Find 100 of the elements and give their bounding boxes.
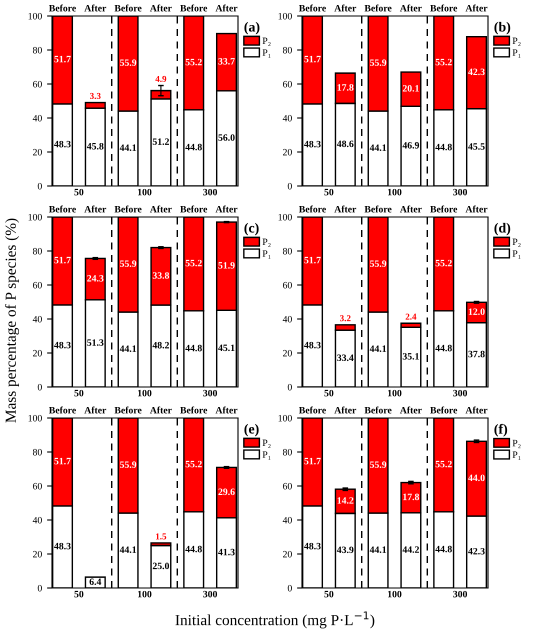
data-label: 55.2 <box>436 460 452 468</box>
data-label: 14.2 <box>338 497 354 504</box>
x-tick-label: After <box>84 4 106 12</box>
y-tick-label: 100 <box>278 214 292 220</box>
x-tick-label: After <box>84 406 106 414</box>
data-label: 25.0 <box>152 562 170 570</box>
data-label: 3.3 <box>90 92 101 100</box>
y-tick-label: 40 <box>32 316 42 322</box>
legend-label: P₁ <box>512 250 520 259</box>
chart-title: (a) <box>244 22 260 34</box>
text: 50 <box>324 390 334 396</box>
text: 50 <box>324 590 334 598</box>
x-tick-label: After <box>466 206 488 212</box>
x-tick-label: After <box>216 4 238 12</box>
text: 100 <box>138 188 152 196</box>
data-label: 51.7 <box>54 458 71 464</box>
data-label: 2.4 <box>406 314 416 320</box>
y-tick-label: 20 <box>32 148 42 156</box>
x-tick-label: Before <box>430 206 458 212</box>
data-label: 37.8 <box>468 350 485 358</box>
data-label: 51.7 <box>304 458 321 464</box>
chart-title: (c) <box>244 222 259 236</box>
x-tick-label: Before <box>114 406 142 414</box>
text: 100 <box>138 590 152 598</box>
x-tick-label: After <box>334 206 356 212</box>
x-tick-label: Before <box>364 406 392 414</box>
y-tick-label: 100 <box>278 414 292 422</box>
data-label: 33.7 <box>218 58 235 65</box>
x-tick-label: Before <box>298 4 326 12</box>
data-label: 55.9 <box>120 59 136 66</box>
data-label: 48.3 <box>304 542 321 550</box>
x-tick-label: Before <box>114 4 142 12</box>
text: 300 <box>453 188 468 196</box>
x-tick-label: After <box>216 406 238 414</box>
data-label: 55.9 <box>370 59 386 66</box>
x-tick-label: Before <box>430 4 458 12</box>
x-tick-label: Before <box>180 406 208 414</box>
y-tick-label: 40 <box>282 516 292 524</box>
chart-title: (e) <box>244 424 259 436</box>
y-tick-label: 40 <box>32 114 42 122</box>
text: 50 <box>324 188 334 196</box>
data-label: 55.9 <box>370 461 386 468</box>
legend-label: P₁ <box>262 250 270 259</box>
data-label: 55.2 <box>436 58 452 66</box>
y-tick-label: 20 <box>282 350 292 356</box>
y-tick-label: 80 <box>282 448 292 456</box>
y-tick-label: 0 <box>38 584 42 592</box>
data-label: 55.2 <box>186 58 202 66</box>
y-tick-label: 60 <box>32 482 42 490</box>
x-tick-label: After <box>334 406 356 414</box>
x-tick-label: After <box>216 206 238 212</box>
x-tick-label: After <box>466 406 488 414</box>
data-label: 44.8 <box>435 546 452 552</box>
data-label: 44.1 <box>120 546 136 553</box>
y-tick-label: 60 <box>282 282 292 288</box>
y-tick-label: 80 <box>282 46 292 54</box>
data-label: 44.8 <box>435 144 452 150</box>
x-tick-label: Before <box>298 406 326 414</box>
text: 300 <box>203 590 218 598</box>
y-tick-label: 100 <box>28 414 42 422</box>
x-tick-label: After <box>400 206 422 212</box>
data-label: 29.6 <box>218 488 235 496</box>
chart-title: (d) <box>494 222 510 236</box>
y-tick-label: 40 <box>32 516 42 524</box>
text: 100 <box>138 390 152 396</box>
y-tick-label: 100 <box>28 214 42 220</box>
x-axis-title: Initial concentration (mg P·L$^{−1}$) <box>175 611 374 628</box>
y-tick-label: 100 <box>28 12 42 20</box>
y-axis-title: Mass percentage of P species (%) <box>4 218 20 423</box>
data-label: 55.9 <box>370 260 386 267</box>
chart-title: (f) <box>494 424 508 437</box>
data-label: 45.1 <box>218 344 235 352</box>
data-label: 44.1 <box>120 144 136 151</box>
y-tick-label: 40 <box>282 316 292 322</box>
y-tick-label: 0 <box>288 584 292 592</box>
data-label: 45.5 <box>468 143 485 150</box>
y-tick-label: 80 <box>282 248 292 254</box>
data-label: 55.2 <box>436 260 452 266</box>
data-label: 43.9 <box>336 546 354 554</box>
data-label: 17.8 <box>403 494 420 500</box>
x-tick-label: After <box>150 206 172 212</box>
y-tick-label: 0 <box>288 384 292 390</box>
data-label: 33.8 <box>152 272 170 279</box>
text: 100 <box>388 390 402 396</box>
data-label: 44.8 <box>185 344 202 352</box>
text: 100 <box>388 188 402 196</box>
data-label: 48.3 <box>54 542 71 550</box>
y-tick-label: 0 <box>38 384 42 390</box>
data-label: 48.3 <box>304 342 321 348</box>
data-label: 51.7 <box>54 56 71 62</box>
data-label: 55.9 <box>120 260 136 267</box>
data-label: 42.3 <box>468 548 485 555</box>
x-tick-label: Before <box>180 4 208 12</box>
data-label: 3.2 <box>340 315 351 322</box>
data-label: 1.5 <box>156 533 166 540</box>
y-tick-label: 80 <box>32 248 42 254</box>
data-label: 6.4 <box>90 578 102 586</box>
data-label: 44.8 <box>185 546 202 552</box>
x-tick-label: After <box>400 4 422 12</box>
x-tick-label: Before <box>298 206 326 212</box>
